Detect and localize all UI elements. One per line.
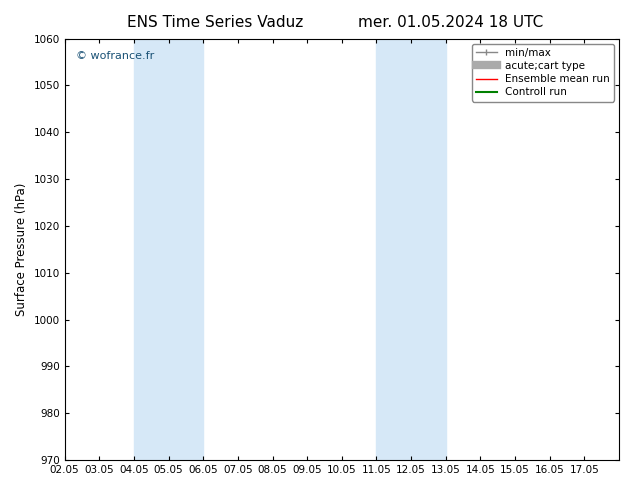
Bar [377, 39, 446, 460]
Text: mer. 01.05.2024 18 UTC: mer. 01.05.2024 18 UTC [358, 15, 543, 30]
Text: © wofrance.fr: © wofrance.fr [75, 51, 154, 61]
Bar [134, 39, 204, 460]
Y-axis label: Surface Pressure (hPa): Surface Pressure (hPa) [15, 183, 28, 316]
Legend: min/max, acute;cart type, Ensemble mean run, Controll run: min/max, acute;cart type, Ensemble mean … [472, 44, 614, 101]
Text: ENS Time Series Vaduz: ENS Time Series Vaduz [127, 15, 304, 30]
